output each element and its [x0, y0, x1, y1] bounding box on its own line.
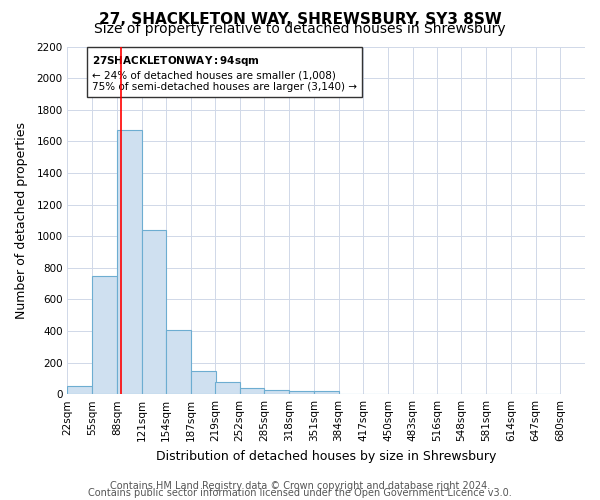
Text: Contains public sector information licensed under the Open Government Licence v3: Contains public sector information licen… — [88, 488, 512, 498]
Text: Size of property relative to detached houses in Shrewsbury: Size of property relative to detached ho… — [94, 22, 506, 36]
Bar — [166, 330, 191, 394]
Text: 27, SHACKLETON WAY, SHREWSBURY, SY3 8SW: 27, SHACKLETON WAY, SHREWSBURY, SY3 8SW — [98, 12, 502, 28]
Y-axis label: Number of detached properties: Number of detached properties — [15, 122, 28, 319]
Text: Contains HM Land Registry data © Crown copyright and database right 2024.: Contains HM Land Registry data © Crown c… — [110, 481, 490, 491]
Bar — [191, 371, 216, 394]
Text: $\bf{27 SHACKLETON WAY: 94sqm}$
← 24% of detached houses are smaller (1,008)
75%: $\bf{27 SHACKLETON WAY: 94sqm}$ ← 24% of… — [92, 54, 357, 92]
Bar — [67, 386, 92, 394]
Bar — [92, 276, 117, 394]
Bar — [215, 382, 240, 394]
Bar — [117, 130, 142, 394]
X-axis label: Distribution of detached houses by size in Shrewsbury: Distribution of detached houses by size … — [156, 450, 496, 462]
Bar — [289, 390, 314, 394]
Bar — [142, 230, 166, 394]
Bar — [314, 392, 338, 394]
Bar — [265, 390, 289, 394]
Bar — [240, 388, 265, 394]
